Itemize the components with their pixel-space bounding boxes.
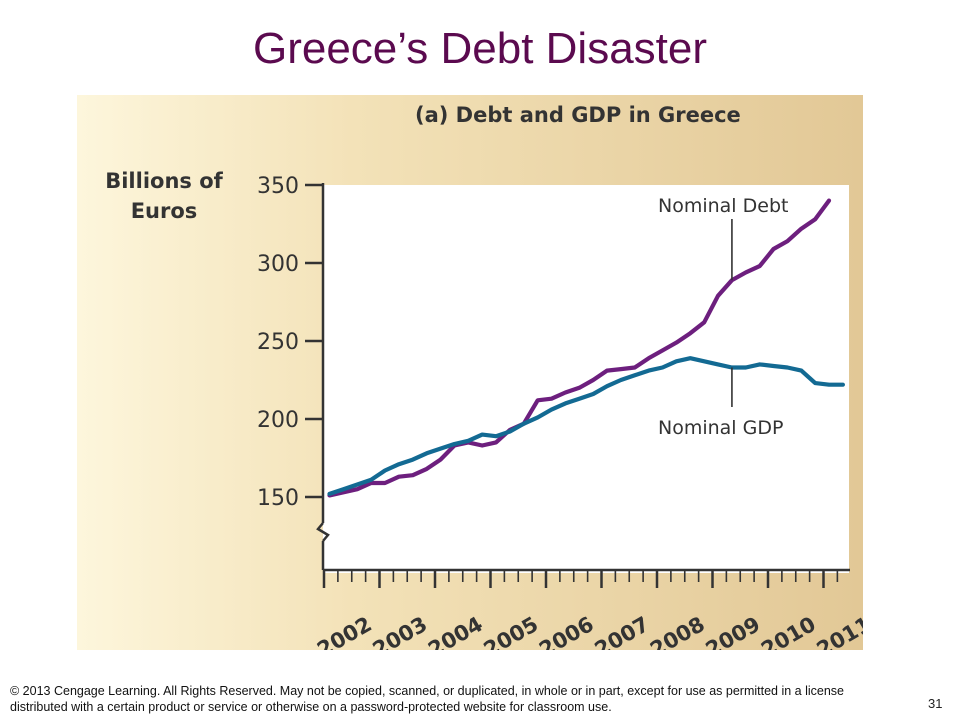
slide-number: 31 — [928, 696, 943, 711]
y-tick-label: 350 — [257, 174, 299, 199]
x-tick-label: 2006 — [535, 612, 598, 650]
y-tick-label: 300 — [257, 252, 299, 277]
slide-title: Greece’s Debt Disaster — [252, 24, 708, 73]
x-tick-label: 2011 — [813, 612, 863, 650]
y-axis-break — [316, 522, 330, 542]
annotation-nominal-debt: Nominal Debt — [658, 195, 788, 217]
chart: (a) Debt and GDP in Greece Billions of Eur… — [105, 103, 863, 650]
series-line-nominal-gdp — [327, 356, 845, 496]
copyright-notice: © 2013 Cengage Learning. All Rights Rese… — [10, 684, 845, 714]
y-tick-label: 150 — [257, 486, 299, 511]
x-tick-label: 2009 — [702, 612, 765, 650]
chart-title: (a) Debt and GDP in Greece — [415, 103, 741, 127]
x-tick-label: 2010 — [757, 612, 820, 650]
x-tick-label: 2003 — [369, 612, 432, 650]
annotation-nominal-gdp: Nominal GDP — [658, 417, 783, 439]
x-tick-label: 2004 — [424, 612, 487, 650]
x-tick-label: 2002 — [313, 612, 376, 650]
series-line-nominal-debt — [327, 198, 832, 498]
x-tick-label: 2008 — [646, 612, 709, 650]
y-tick-label: 250 — [257, 330, 299, 355]
x-tick-label: 2007 — [591, 612, 654, 650]
plot-area — [323, 185, 849, 573]
x-tick-label: 2005 — [480, 612, 543, 650]
y-axis-label: Billions of Euros — [105, 169, 223, 223]
y-tick-label: 200 — [257, 408, 299, 433]
chart-panel: (a) Debt and GDP in Greece Billions of Eur… — [77, 95, 863, 650]
